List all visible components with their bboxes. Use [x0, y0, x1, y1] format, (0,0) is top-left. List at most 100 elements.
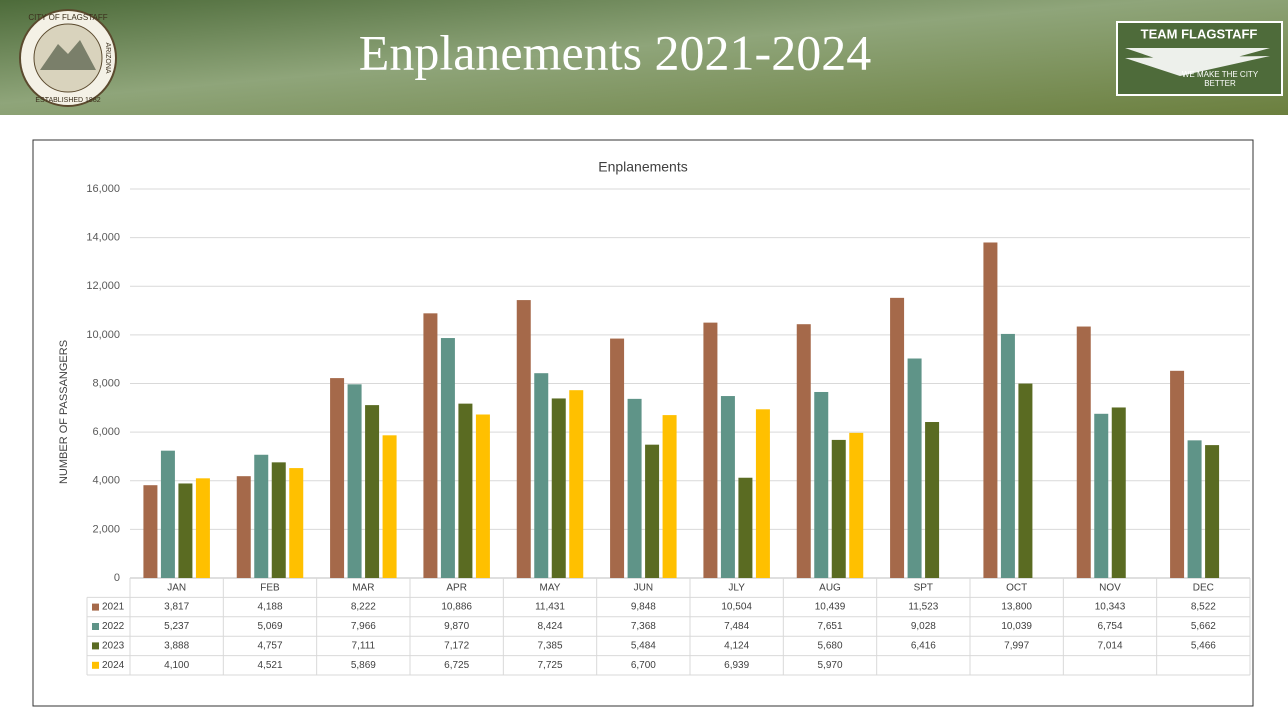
- table-value: 5,680: [817, 641, 842, 652]
- bar: [1112, 407, 1126, 578]
- bar: [797, 324, 811, 578]
- bar: [272, 462, 286, 578]
- legend-label: 2021: [102, 602, 125, 613]
- x-tick-label: JUN: [634, 582, 653, 593]
- x-tick-label: FEB: [260, 582, 280, 593]
- bar: [569, 390, 583, 578]
- legend-label: 2022: [102, 621, 125, 632]
- chart-title: Enplanements: [598, 159, 688, 175]
- bar: [925, 422, 939, 578]
- table-value: 9,870: [444, 621, 469, 632]
- table-value: 7,368: [631, 621, 656, 632]
- x-tick-label: MAY: [540, 582, 561, 593]
- table-value: 7,111: [352, 641, 376, 652]
- bar: [1205, 445, 1219, 578]
- table-value: 6,754: [1097, 621, 1122, 632]
- table-value: 7,997: [1004, 641, 1029, 652]
- logo-tagline-box: WE MAKE THE CITY BETTER: [1170, 70, 1270, 94]
- seal-bottom: ESTABLISHED 1882: [35, 97, 100, 104]
- table-value: 7,725: [537, 660, 562, 671]
- bar: [1077, 327, 1091, 578]
- bar: [348, 384, 362, 578]
- table-value: 7,385: [537, 641, 562, 652]
- logo-title: TEAM FLAGSTAFF: [1141, 26, 1258, 41]
- legend-swatch: [92, 623, 99, 630]
- table-value: 6,700: [631, 660, 656, 671]
- bar: [178, 483, 192, 578]
- bar: [1001, 334, 1015, 578]
- bar: [237, 476, 251, 578]
- seal-top: CITY OF FLAGSTAFF: [28, 13, 107, 22]
- bar: [1094, 414, 1108, 578]
- table-value: 7,966: [351, 621, 376, 632]
- table-value: 5,970: [817, 660, 842, 671]
- logo: TEAM FLAGSTAFF WE MAKE THE CITY BETTER: [1117, 22, 1282, 95]
- bar: [441, 338, 455, 578]
- x-tick-label: AUG: [819, 582, 841, 593]
- bar: [330, 378, 344, 578]
- y-axis-label: NUMBER OF PASSANGERS: [58, 340, 70, 484]
- table-value: 6,416: [911, 641, 936, 652]
- table-value: 9,848: [631, 602, 656, 613]
- x-tick-label: SPT: [914, 582, 933, 593]
- bar: [1170, 371, 1184, 578]
- table-value: 7,172: [444, 641, 469, 652]
- table-value: 4,188: [257, 602, 282, 613]
- x-tick-label: JLY: [728, 582, 745, 593]
- bar: [254, 455, 268, 578]
- x-tick-label: MAR: [352, 582, 374, 593]
- table-value: 10,439: [815, 602, 846, 613]
- table-value: 8,424: [537, 621, 562, 632]
- table-value: 3,888: [164, 641, 189, 652]
- bar: [365, 405, 379, 578]
- x-tick-label: APR: [446, 582, 467, 593]
- bar: [814, 392, 828, 578]
- table-value: 4,124: [724, 641, 749, 652]
- bar: [476, 414, 490, 578]
- table-value: 8,222: [351, 602, 376, 613]
- y-tick-label: 2,000: [92, 523, 120, 535]
- table-value: 10,343: [1095, 602, 1126, 613]
- seal-right: ARIZONA: [104, 42, 111, 73]
- table-value: 6,725: [444, 660, 469, 671]
- table-value: 7,014: [1097, 641, 1122, 652]
- bar: [832, 440, 846, 578]
- table-value: 5,237: [164, 621, 189, 632]
- x-tick-label: NOV: [1099, 582, 1121, 593]
- table-value: 5,662: [1191, 621, 1216, 632]
- table-value: 11,431: [535, 602, 565, 613]
- table-value: 5,484: [631, 641, 656, 652]
- y-tick-label: 12,000: [86, 280, 120, 292]
- y-tick-label: 16,000: [86, 183, 120, 195]
- bar: [908, 359, 922, 578]
- table-value: 6,939: [724, 660, 749, 671]
- bar: [423, 313, 437, 578]
- table-value: 5,466: [1191, 641, 1216, 652]
- bar: [143, 485, 157, 578]
- bar: [628, 399, 642, 578]
- bar: [1018, 384, 1032, 578]
- table-value: 4,521: [257, 660, 282, 671]
- table-value: 4,757: [257, 641, 282, 652]
- table-value: 9,028: [911, 621, 936, 632]
- y-tick-label: 6,000: [92, 426, 120, 438]
- table-value: 7,651: [817, 621, 842, 632]
- bar: [663, 415, 677, 578]
- table-value: 3,817: [164, 602, 189, 613]
- bar: [289, 468, 303, 578]
- bar: [703, 323, 717, 578]
- y-tick-label: 0: [114, 572, 120, 584]
- bar: [738, 478, 752, 578]
- legend-label: 2024: [102, 660, 125, 671]
- seal: CITY OF FLAGSTAFF ARIZONA ESTABLISHED 18…: [20, 10, 116, 106]
- bar: [552, 398, 566, 578]
- y-tick-label: 10,000: [86, 329, 120, 341]
- x-tick-label: JAN: [167, 582, 186, 593]
- bar: [983, 242, 997, 578]
- y-tick-label: 8,000: [92, 377, 120, 389]
- table-value: 13,800: [1001, 602, 1032, 613]
- bar: [645, 445, 659, 578]
- x-tick-label: OCT: [1006, 582, 1027, 593]
- x-tick-label: DEC: [1193, 582, 1214, 593]
- table-value: 5,869: [351, 660, 376, 671]
